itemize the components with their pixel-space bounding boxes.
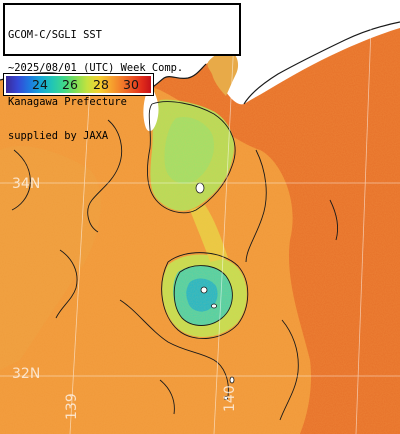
composite-date: ~2025/08/01 (UTC) Week Comp. [8, 62, 184, 75]
lat-label-34n: 34N [12, 176, 41, 192]
data-credit: supplied by JAXA [8, 130, 109, 143]
legend-tick-28: 28 [93, 77, 109, 92]
product-info-box: GCOM-C/SGLI SST ~2025/08/01 (UTC) Week C… [3, 3, 241, 142]
isotherm-contours [11, 101, 339, 421]
region-name: Kanagawa Prefecture [8, 96, 127, 109]
product-title: GCOM-C/SGLI SST [8, 28, 102, 41]
lon-label-139: 139 [64, 393, 80, 420]
legend-tick-26: 26 [62, 77, 78, 92]
legend-tick-30: 30 [123, 77, 139, 92]
lon-label-140: 140 [222, 385, 238, 412]
legend-tick-24: 24 [32, 77, 48, 92]
tokyo-bay [207, 51, 239, 96]
izu-islands [195, 182, 235, 400]
lat-label-32n: 32N [12, 366, 41, 382]
temperature-legend: 24 26 28 30 [3, 73, 154, 96]
legend-color-bar [6, 76, 151, 93]
land-boso [244, 0, 400, 104]
